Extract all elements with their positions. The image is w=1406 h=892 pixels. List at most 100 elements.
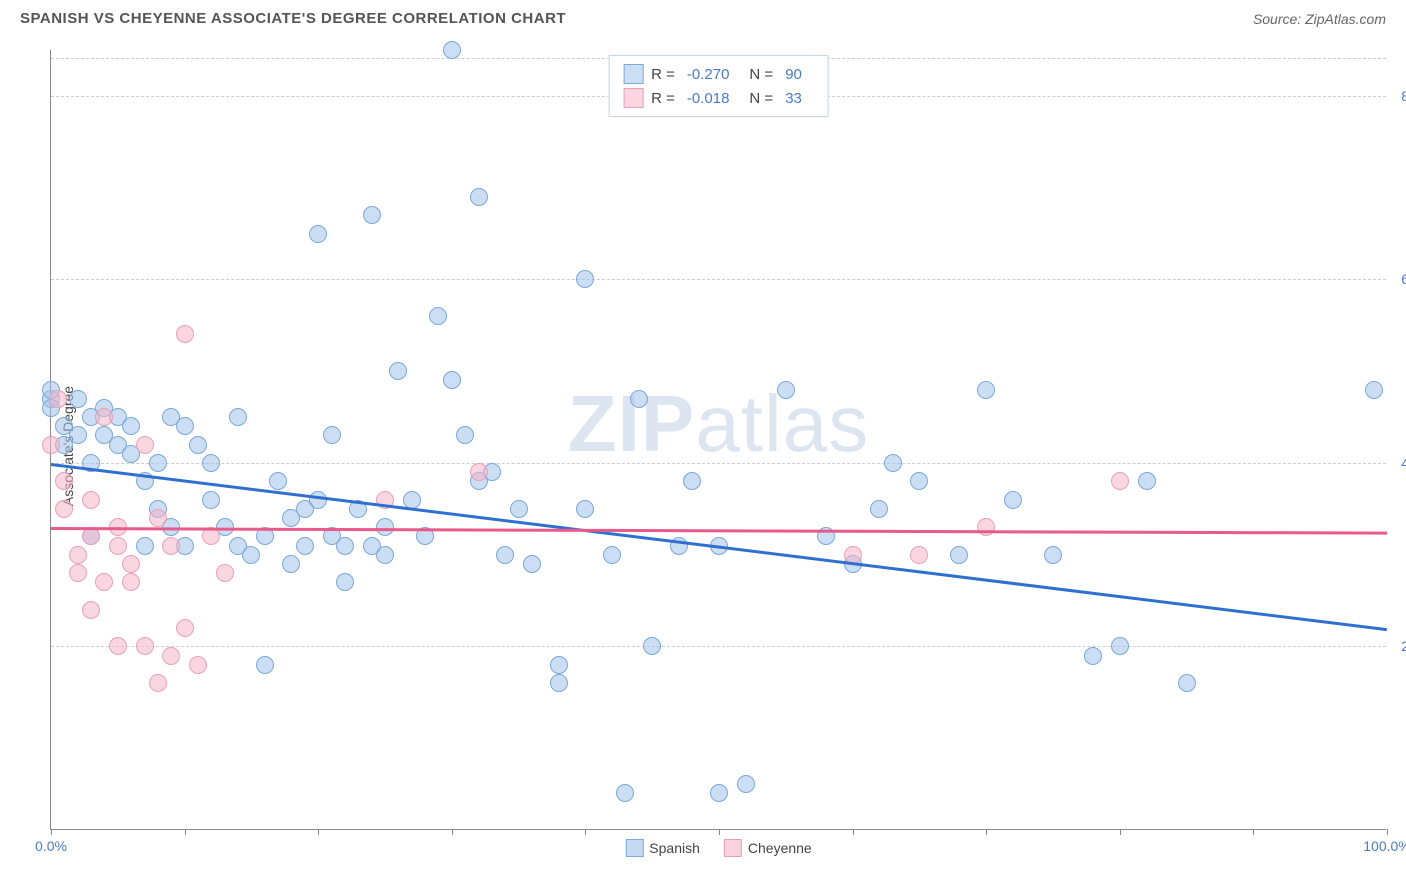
data-point (95, 408, 113, 426)
data-point (202, 454, 220, 472)
legend-label: Cheyenne (748, 840, 812, 856)
data-point (69, 564, 87, 582)
data-point (1138, 472, 1156, 490)
legend-swatch (623, 88, 643, 108)
r-value: -0.270 (687, 66, 730, 83)
data-point (242, 546, 260, 564)
data-point (256, 656, 274, 674)
y-tick-label: 40.0% (1401, 455, 1406, 471)
legend-swatch (623, 64, 643, 84)
x-tick (585, 829, 586, 835)
data-point (1178, 674, 1196, 692)
x-tick (51, 829, 52, 835)
data-point (189, 656, 207, 674)
data-point (470, 463, 488, 481)
data-point (643, 637, 661, 655)
x-tick (452, 829, 453, 835)
series-legend: Spanish Cheyenne (625, 839, 811, 857)
data-point (162, 537, 180, 555)
data-point (616, 784, 634, 802)
data-point (443, 41, 461, 59)
n-label: N = (749, 90, 773, 107)
x-tick (318, 829, 319, 835)
data-point (336, 537, 354, 555)
chart-area: ZIPatlas 20.0%40.0%60.0%80.0%0.0%100.0%R… (50, 50, 1386, 830)
x-tick-label: 100.0% (1363, 838, 1406, 854)
watermark: ZIPatlas (568, 378, 869, 470)
data-point (42, 436, 60, 454)
x-tick (853, 829, 854, 835)
data-point (910, 546, 928, 564)
gridline (51, 646, 1386, 647)
data-point (176, 619, 194, 637)
gridline (51, 463, 1386, 464)
data-point (603, 546, 621, 564)
x-tick (185, 829, 186, 835)
data-point (496, 546, 514, 564)
data-point (884, 454, 902, 472)
data-point (216, 564, 234, 582)
r-label: R = (651, 90, 675, 107)
data-point (523, 555, 541, 573)
data-point (122, 573, 140, 591)
data-point (429, 307, 447, 325)
data-point (1084, 647, 1102, 665)
data-point (136, 436, 154, 454)
data-point (136, 637, 154, 655)
data-point (69, 546, 87, 564)
data-point (1365, 381, 1383, 399)
r-value: -0.018 (687, 90, 730, 107)
data-point (82, 601, 100, 619)
n-value: 90 (785, 66, 802, 83)
y-tick-label: 80.0% (1401, 88, 1406, 104)
data-point (710, 784, 728, 802)
data-point (269, 472, 287, 490)
data-point (109, 637, 127, 655)
x-tick (1387, 829, 1388, 835)
data-point (470, 188, 488, 206)
legend-row: R = -0.018 N = 33 (623, 86, 814, 110)
data-point (176, 325, 194, 343)
n-value: 33 (785, 90, 802, 107)
data-point (49, 390, 67, 408)
data-point (55, 500, 73, 518)
data-point (189, 436, 207, 454)
data-point (510, 500, 528, 518)
data-point (977, 518, 995, 536)
scatter-plot: ZIPatlas 20.0%40.0%60.0%80.0%0.0%100.0%R… (50, 50, 1386, 830)
data-point (122, 555, 140, 573)
x-tick-label: 0.0% (35, 838, 67, 854)
legend-item: Cheyenne (724, 839, 812, 857)
data-point (149, 674, 167, 692)
data-point (950, 546, 968, 564)
data-point (443, 371, 461, 389)
data-point (376, 546, 394, 564)
legend-swatch (724, 839, 742, 857)
x-tick (719, 829, 720, 835)
data-point (777, 381, 795, 399)
data-point (282, 555, 300, 573)
data-point (1111, 637, 1129, 655)
data-point (683, 472, 701, 490)
data-point (323, 426, 341, 444)
data-point (910, 472, 928, 490)
data-point (336, 573, 354, 591)
y-tick-label: 60.0% (1401, 271, 1406, 287)
chart-header: SPANISH VS CHEYENNE ASSOCIATE'S DEGREE C… (0, 0, 1406, 32)
data-point (162, 647, 180, 665)
data-point (456, 426, 474, 444)
data-point (95, 573, 113, 591)
data-point (122, 417, 140, 435)
data-point (1004, 491, 1022, 509)
chart-source: Source: ZipAtlas.com (1253, 11, 1386, 27)
data-point (229, 408, 247, 426)
x-tick (1253, 829, 1254, 835)
data-point (309, 225, 327, 243)
data-point (82, 491, 100, 509)
data-point (136, 537, 154, 555)
data-point (389, 362, 407, 380)
legend-row: R =-0.270N =90 (623, 62, 814, 86)
data-point (69, 426, 87, 444)
legend-label: Spanish (649, 840, 700, 856)
data-point (109, 537, 127, 555)
